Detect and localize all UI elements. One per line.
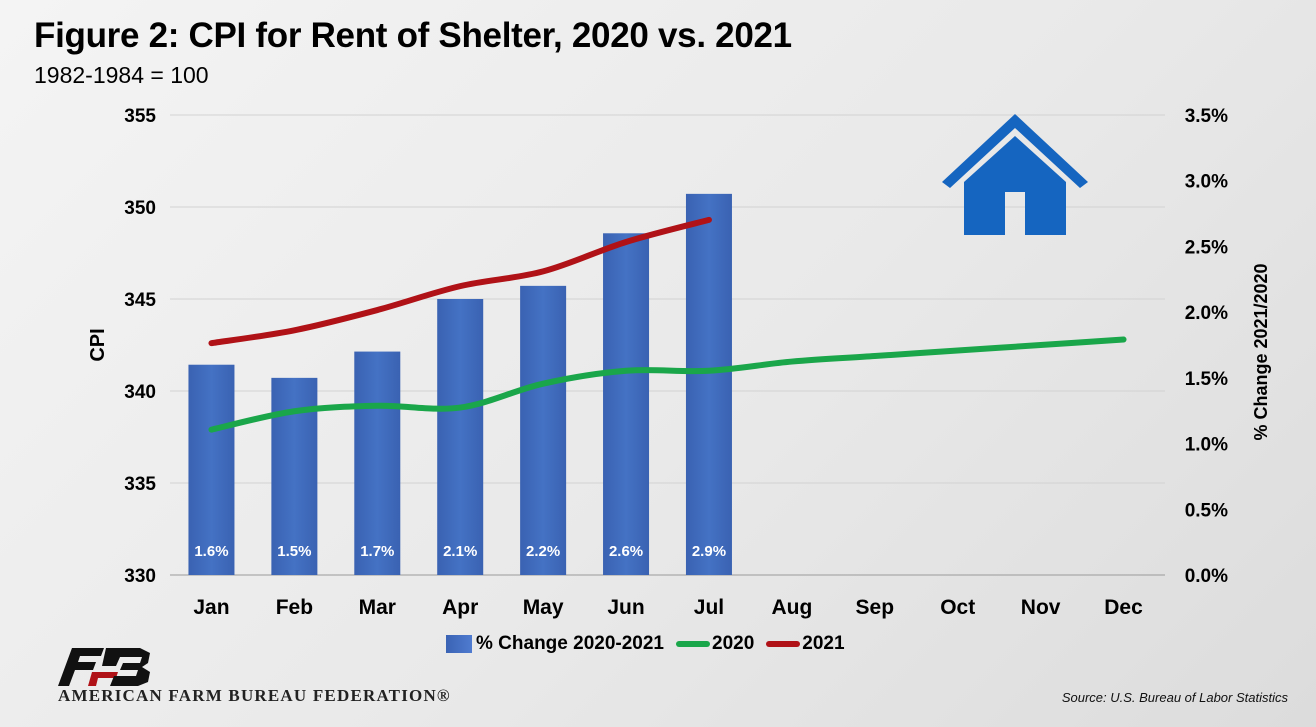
x-tick-label: Apr	[442, 596, 478, 619]
y-tick-label: 355	[124, 106, 156, 127]
x-tick-label: Aug	[771, 596, 812, 619]
x-tick-label: Feb	[276, 596, 313, 619]
x-tick-label: Sep	[856, 596, 895, 619]
bar-data-label: 2.1%	[443, 543, 477, 560]
y2-tick-label: 0.0%	[1185, 566, 1228, 587]
chart-subtitle: 1982-1984 = 100	[34, 62, 209, 88]
legend-item-2020: 2020	[676, 633, 754, 655]
y2-tick-label: 3.5%	[1185, 106, 1228, 127]
y-axis-left: 330 335 340 345 350 355	[124, 106, 156, 587]
bar	[603, 233, 650, 576]
organization-name: AMERICAN FARM BUREAU FEDERATION®	[58, 686, 451, 705]
x-tick-label: Mar	[359, 596, 396, 619]
x-axis: Jan Feb Mar Apr May Jun Jul Aug Sep Oct Nov Dec	[193, 596, 1143, 619]
x-tick-label: Dec	[1104, 596, 1143, 619]
bar	[188, 364, 235, 575]
legend-swatch-2020	[676, 641, 710, 647]
chart-legend: % Change 2020-2021 2020 2021	[446, 632, 857, 656]
y-axis-title: CPI	[87, 328, 109, 361]
x-tick-label: Oct	[940, 596, 975, 619]
x-tick-label: May	[523, 596, 564, 619]
bar-data-label: 2.9%	[692, 543, 726, 560]
bar	[685, 193, 732, 575]
legend-label: 2020	[712, 633, 755, 654]
bar-data-label: 2.6%	[609, 543, 643, 560]
bar-data-label: 2.2%	[526, 543, 560, 560]
legend-item-bars: % Change 2020-2021	[446, 633, 664, 655]
y-tick-label: 335	[124, 474, 156, 495]
bar-data-label: 1.5%	[277, 543, 311, 560]
x-tick-label: Jul	[694, 596, 724, 619]
bar-series	[188, 193, 732, 576]
y2-axis-title: % Change 2021/2020	[1251, 263, 1271, 440]
line-2021	[208, 216, 712, 347]
y-tick-label: 345	[124, 290, 156, 311]
source-note: Source: U.S. Bureau of Labor Statistics	[1061, 690, 1288, 705]
y2-tick-label: 2.0%	[1185, 303, 1228, 324]
legend-swatch-bar	[446, 635, 472, 653]
bar-data-label: 1.6%	[194, 543, 228, 560]
line-series	[208, 216, 1127, 433]
chart-title: Figure 2: CPI for Rent of Shelter, 2020 …	[34, 16, 792, 55]
y2-tick-label: 3.0%	[1185, 172, 1228, 193]
bar-data-labels: 1.6% 1.5% 1.7% 2.1% 2.2% 2.6% 2.9%	[194, 543, 726, 560]
legend-label: 2021	[802, 633, 845, 654]
y2-tick-label: 1.5%	[1185, 369, 1228, 390]
y2-tick-label: 0.5%	[1185, 500, 1228, 521]
afbf-logo	[58, 648, 150, 686]
legend-label: % Change 2020-2021	[476, 633, 664, 654]
y-tick-label: 340	[124, 382, 156, 403]
y-axis-right: 0.0% 0.5% 1.0% 1.5% 2.0% 2.5% 3.0% 3.5%	[1185, 106, 1228, 587]
legend-item-2021: 2021	[766, 633, 845, 655]
house-icon	[942, 114, 1088, 235]
legend-swatch-2021	[766, 641, 801, 647]
y-tick-label: 330	[124, 566, 156, 587]
y2-tick-label: 1.0%	[1185, 435, 1228, 456]
bar	[354, 351, 401, 575]
bar	[520, 285, 567, 575]
line-2020	[208, 336, 1127, 433]
gridlines	[170, 114, 1165, 576]
bar	[437, 299, 484, 575]
x-tick-label: Jan	[193, 596, 229, 619]
x-tick-label: Jun	[607, 596, 644, 619]
y2-tick-label: 2.5%	[1185, 237, 1228, 258]
bar-data-label: 1.7%	[360, 543, 394, 560]
x-tick-label: Nov	[1021, 596, 1061, 619]
y-tick-label: 350	[124, 198, 156, 219]
